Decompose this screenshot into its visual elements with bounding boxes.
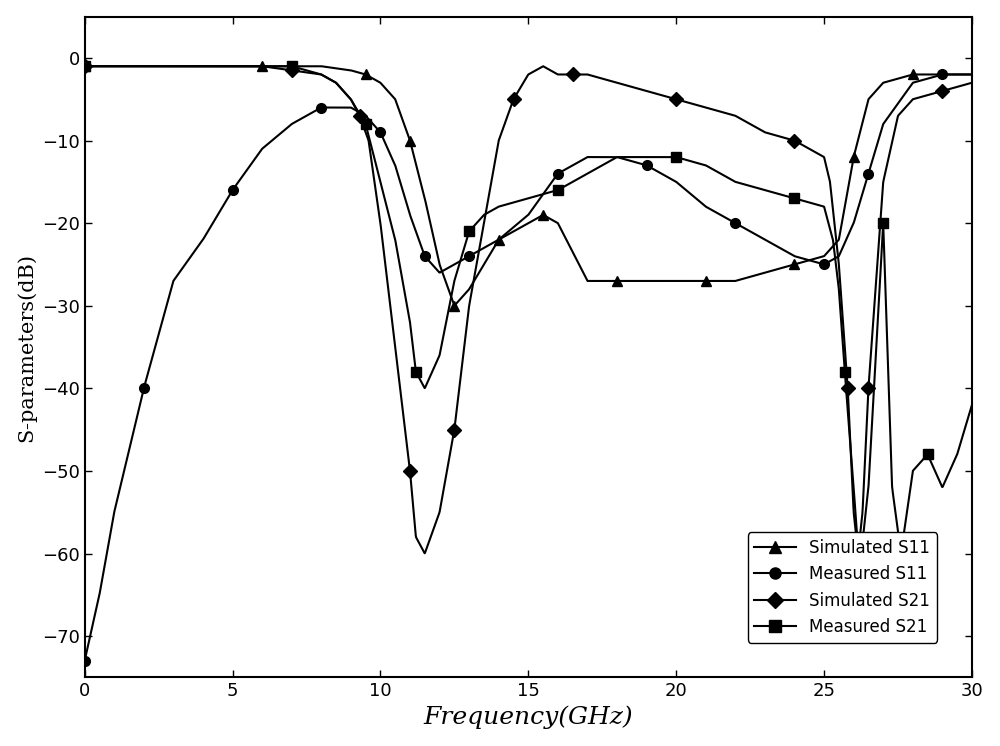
Measured S11	[487, 239, 499, 248]
Simulated S11	[940, 70, 952, 79]
Measured S11	[937, 70, 949, 79]
Simulated S21	[778, 133, 790, 142]
Line: Simulated S11: Simulated S11	[85, 66, 972, 306]
Measured S11	[79, 656, 91, 665]
Measured S21	[510, 197, 522, 206]
Legend: Simulated S11, Measured S11, Simulated S21, Measured S21: Simulated S11, Measured S11, Simulated S…	[748, 533, 937, 642]
Measured S21	[941, 474, 953, 483]
Simulated S11	[448, 301, 460, 310]
Simulated S11	[941, 70, 953, 79]
Measured S21	[79, 62, 91, 71]
Measured S21	[777, 191, 789, 200]
Simulated S21	[419, 549, 431, 558]
Simulated S21	[940, 86, 952, 95]
Measured S11	[510, 221, 522, 230]
Simulated S11	[487, 245, 499, 254]
Measured S11	[941, 70, 953, 79]
Simulated S21	[966, 78, 978, 87]
Y-axis label: S-parameters(dB): S-parameters(dB)	[17, 253, 36, 442]
Measured S11	[966, 70, 978, 79]
Measured S11	[940, 70, 952, 79]
Measured S21	[854, 565, 866, 574]
Measured S11	[777, 245, 789, 254]
Line: Simulated S21: Simulated S21	[85, 66, 972, 554]
Line: Measured S11: Measured S11	[85, 75, 972, 661]
Measured S21	[487, 206, 499, 215]
Simulated S11	[778, 263, 790, 272]
Simulated S11	[511, 225, 523, 234]
Measured S21	[124, 62, 136, 71]
Measured S21	[966, 401, 978, 410]
Measured S11	[124, 442, 136, 451]
Simulated S11	[966, 70, 978, 79]
Simulated S21	[79, 62, 91, 71]
Simulated S21	[941, 85, 953, 94]
Simulated S21	[487, 168, 499, 177]
Simulated S11	[79, 62, 91, 71]
Simulated S21	[511, 90, 523, 98]
Line: Measured S21: Measured S21	[85, 66, 972, 569]
Simulated S21	[124, 62, 136, 71]
Measured S21	[940, 474, 952, 483]
X-axis label: Frequency(GHz): Frequency(GHz)	[423, 706, 633, 730]
Simulated S11	[124, 62, 136, 71]
